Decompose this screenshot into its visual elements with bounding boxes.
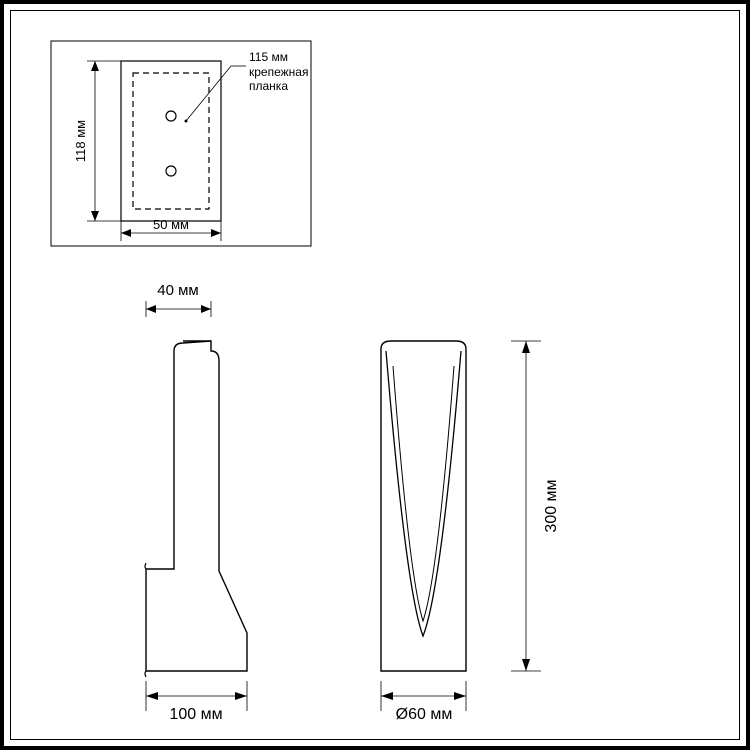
bottom-60-label: Ø60 мм [396,706,453,723]
drawing-svg: 115 мм крепежная планка 118 мм 50 мм [11,11,741,741]
inset-height-dim: 118 мм [73,120,88,162]
side-view [145,341,247,677]
bottom-60-dim: Ø60 мм [381,681,466,723]
right-300-label: 300 мм [543,479,560,532]
inner-frame: 115 мм крепежная планка 118 мм 50 мм [10,10,740,740]
inset-width-dim: 50 мм [153,217,189,232]
top-40-label: 40 мм [157,282,198,299]
outer-frame: 115 мм крепежная планка 118 мм 50 мм [0,0,750,750]
inset-leader-dim: 115 мм [249,50,288,64]
bottom-100-dim: 100 мм [146,681,247,723]
inset-leader-text2: планка [249,79,288,93]
right-300-dim: 300 мм [511,341,560,671]
top-40-dim: 40 мм [146,282,211,317]
inset-leader-text1: крепежная [249,65,308,79]
front-view [381,341,466,671]
inset-diagram: 115 мм крепежная планка 118 мм 50 мм [51,41,311,246]
bottom-100-label: 100 мм [169,706,222,723]
